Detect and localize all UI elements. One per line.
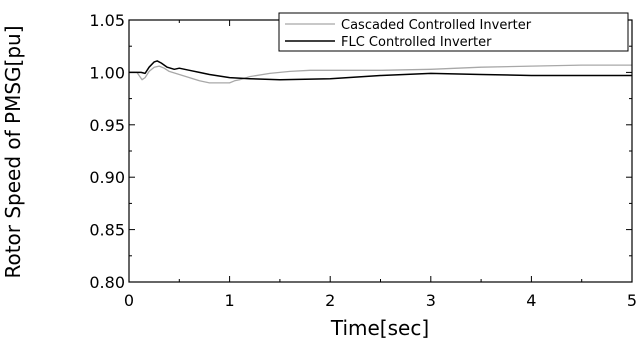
x-tick-labels: 0 1 2 3 4 5 bbox=[124, 291, 637, 310]
series-lines bbox=[129, 60, 632, 84]
y-tick-label: 1.00 bbox=[89, 63, 125, 82]
legend-box bbox=[278, 12, 629, 52]
axis-ticks bbox=[128, 19, 633, 283]
x-tick-label: 1 bbox=[225, 291, 235, 310]
x-tick-label: 4 bbox=[526, 291, 536, 310]
x-axis-label: Time[sec] bbox=[330, 316, 429, 338]
series-line-flc bbox=[129, 60, 632, 81]
x-tick-label: 0 bbox=[124, 291, 134, 310]
plot-area-frame bbox=[128, 19, 633, 283]
y-axis-label: Rotor Speed of PMSG[pu] bbox=[1, 25, 25, 278]
legend: Cascaded Controlled Inverter FLC Control… bbox=[278, 12, 629, 52]
y-tick-label: 1.05 bbox=[89, 11, 125, 30]
x-tick-label: 5 bbox=[627, 291, 637, 310]
y-tick-label: 0.95 bbox=[89, 116, 125, 135]
y-tick-label: 0.80 bbox=[89, 273, 125, 292]
series-line-cascaded bbox=[129, 64, 632, 84]
legend-label-cascaded: Cascaded Controlled Inverter bbox=[341, 18, 532, 33]
legend-label-flc: FLC Controlled Inverter bbox=[341, 35, 492, 50]
y-tick-labels: 0.80 0.85 0.90 0.95 1.00 1.05 bbox=[89, 11, 125, 292]
y-tick-label: 0.90 bbox=[89, 168, 125, 187]
x-tick-label: 2 bbox=[325, 291, 335, 310]
y-tick-label: 0.85 bbox=[89, 221, 125, 240]
x-tick-label: 3 bbox=[426, 291, 436, 310]
